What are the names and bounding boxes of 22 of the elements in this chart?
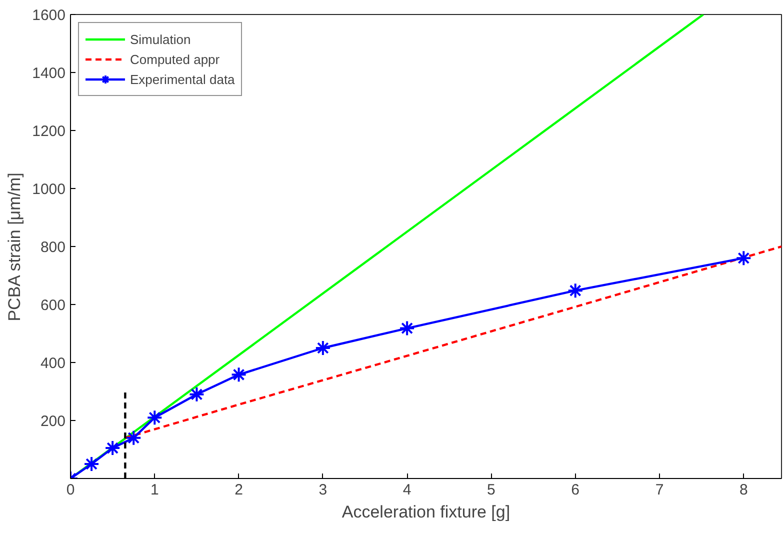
y-tick-label: 600 xyxy=(40,297,66,314)
x-tick-label: 8 xyxy=(739,482,748,498)
y-tick-label: 200 xyxy=(40,413,66,430)
x-tick-label: 5 xyxy=(487,482,496,498)
y-tick-label: 1000 xyxy=(32,181,66,198)
y-tick-label: 800 xyxy=(40,239,66,256)
x-tick-label: 7 xyxy=(655,482,664,498)
y-tick-label: 1400 xyxy=(32,65,66,82)
legend-label: Computed appr xyxy=(130,52,220,66)
x-tick-label: 4 xyxy=(402,482,412,498)
y-tick-label: 1600 xyxy=(32,7,66,24)
legend-label: Simulation xyxy=(130,32,191,46)
x-tick-label: 1 xyxy=(150,482,159,498)
y-axis-title: PCBA strain [μm/m] xyxy=(5,172,24,322)
x-axis-title: Acceleration fixture [g] xyxy=(342,502,510,522)
legend-label: Experimental data xyxy=(130,72,235,86)
y-tick-label: 400 xyxy=(40,355,66,372)
x-tick-label: 3 xyxy=(318,482,328,498)
x-tick-label: 6 xyxy=(571,482,580,498)
y-tick-label: 1200 xyxy=(32,123,66,140)
x-tick-label: 0 xyxy=(66,482,75,498)
x-tick-label: 2 xyxy=(234,482,243,498)
